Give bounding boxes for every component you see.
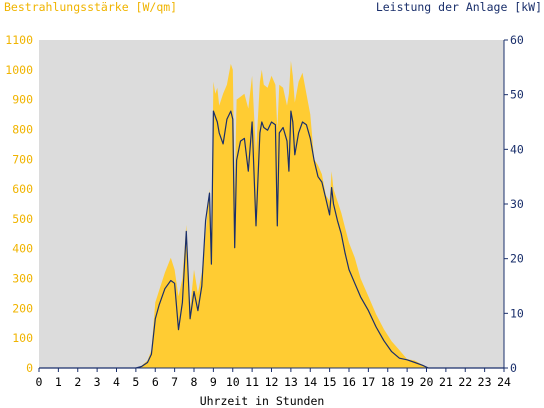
x-tick-label: 3 bbox=[94, 375, 101, 389]
x-tick-label: 6 bbox=[152, 375, 159, 389]
right-axis-title: Leistung der Anlage [kW] bbox=[376, 0, 542, 14]
right-tick-label: 60 bbox=[510, 33, 524, 47]
x-tick-label: 1 bbox=[55, 375, 62, 389]
left-tick-label: 0 bbox=[26, 361, 33, 375]
right-tick-label: 40 bbox=[510, 142, 524, 156]
x-tick-label: 8 bbox=[191, 375, 198, 389]
x-tick-label: 20 bbox=[420, 375, 434, 389]
x-tick-label: 11 bbox=[245, 375, 259, 389]
right-tick-label: 20 bbox=[510, 252, 524, 266]
left-tick-label: 200 bbox=[12, 301, 33, 315]
left-tick-label: 500 bbox=[12, 212, 33, 226]
x-tick-label: 2 bbox=[74, 375, 81, 389]
left-tick-label: 900 bbox=[12, 93, 33, 107]
power-line bbox=[39, 110, 504, 369]
left-tick-label: 100 bbox=[12, 331, 33, 345]
left-tick-label: 400 bbox=[12, 242, 33, 256]
left-tick-label: 600 bbox=[12, 182, 33, 196]
right-tick-label: 30 bbox=[510, 197, 524, 211]
x-tick-label: 19 bbox=[400, 375, 414, 389]
x-axis-title: Uhrzeit in Stunden bbox=[200, 394, 325, 408]
x-tick-label: 12 bbox=[265, 375, 279, 389]
x-tick-label: 10 bbox=[226, 375, 240, 389]
irradiance-area bbox=[39, 60, 504, 369]
left-tick-label: 1000 bbox=[5, 63, 33, 77]
x-tick-label: 4 bbox=[113, 375, 120, 389]
right-tick-label: 10 bbox=[510, 306, 524, 320]
right-axis-ticks: 0 10 20 30 40 50 60 bbox=[504, 33, 524, 375]
right-tick-label: 50 bbox=[510, 88, 524, 102]
x-tick-label: 7 bbox=[171, 375, 178, 389]
right-tick-label: 0 bbox=[510, 361, 517, 375]
x-tick-label: 23 bbox=[478, 375, 492, 389]
x-tick-label: 9 bbox=[210, 375, 217, 389]
left-axis-title: Bestrahlungsstärke [W/qm] bbox=[4, 0, 177, 14]
x-tick-label: 0 bbox=[36, 375, 43, 389]
x-tick-label: 13 bbox=[284, 375, 298, 389]
left-tick-label: 700 bbox=[12, 152, 33, 166]
x-tick-label: 16 bbox=[342, 375, 356, 389]
left-tick-label: 300 bbox=[12, 272, 33, 286]
x-tick-label: 17 bbox=[361, 375, 375, 389]
x-tick-label: 14 bbox=[303, 375, 317, 389]
x-tick-label: 24 bbox=[497, 375, 511, 389]
x-tick-label: 22 bbox=[458, 375, 472, 389]
left-tick-label: 800 bbox=[12, 123, 33, 137]
x-axis-ticks: 0 1 2 3 4 5 6 7 8 9 10 11 12 13 14 15 16 17 18 19 20 21 22 23 24 bbox=[36, 368, 511, 389]
x-tick-label: 5 bbox=[132, 375, 139, 389]
left-axis-ticks: 0 100 200 300 400 500 600 700 800 900 1000 1100 bbox=[5, 33, 33, 375]
x-tick-label: 15 bbox=[323, 375, 337, 389]
left-tick-label: 1100 bbox=[5, 33, 33, 47]
x-tick-label: 18 bbox=[381, 375, 395, 389]
x-tick-label: 21 bbox=[439, 375, 453, 389]
